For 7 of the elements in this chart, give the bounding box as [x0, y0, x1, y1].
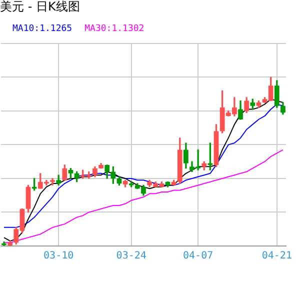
x-tick-label: 04-21	[262, 250, 292, 262]
text: MA30:1.1302	[84, 24, 144, 34]
x-tick-label: 03-24	[116, 250, 146, 262]
x-tick-label: 04-07	[183, 250, 214, 262]
chart-title: 美元 - 日K线图	[0, 0, 80, 14]
x-tick-label: 03-10	[44, 250, 74, 262]
text: MA10:1.1265	[12, 24, 72, 34]
